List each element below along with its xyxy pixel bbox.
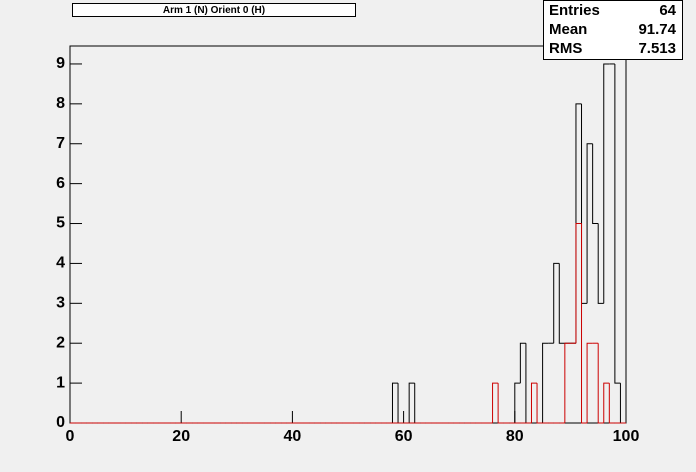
- histogram-bin: [581, 223, 588, 424]
- frame: [69, 45, 627, 424]
- histogram-bin: [597, 343, 604, 424]
- histogram-bin: [586, 143, 593, 304]
- title-box: [72, 3, 356, 17]
- x-tick-label: 80: [506, 428, 524, 445]
- histogram-bin: [536, 383, 543, 424]
- histogram-bin: [608, 383, 615, 424]
- histogram-bin: [514, 382, 521, 423]
- stats-label: Entries: [549, 2, 600, 19]
- histogram-bin: [492, 382, 499, 423]
- stats-value: 7.513: [638, 40, 676, 57]
- histogram-bin: [408, 382, 415, 423]
- x-tick-label: 60: [395, 428, 413, 445]
- histogram-bin: [614, 63, 621, 384]
- x-tick-label: 0: [66, 428, 75, 445]
- histogram-bin: [519, 342, 526, 384]
- histogram-bin: [603, 63, 610, 304]
- y-tick-label: 6: [56, 175, 65, 192]
- y-tick-label: 9: [56, 55, 65, 72]
- y-tick-label: 3: [56, 295, 65, 312]
- histogram-bin: [586, 342, 593, 423]
- histogram-bin: [575, 223, 582, 344]
- histogram-bin: [597, 223, 604, 304]
- histogram-bin: [391, 382, 399, 423]
- stats-value: 64: [659, 2, 676, 19]
- stats-box: [543, 0, 683, 60]
- histogram-bin: [603, 382, 610, 423]
- x-tick-label: 40: [284, 428, 302, 445]
- y-tick-label: 5: [56, 215, 65, 232]
- y-tick-label: 2: [56, 334, 65, 351]
- histogram-bin: [553, 262, 560, 344]
- chart-title: Arm 1 (N) Orient 0 (H): [163, 5, 265, 16]
- y-tick-label: 0: [56, 414, 65, 431]
- histogram-bin: [542, 342, 549, 423]
- stats-value: 91.74: [638, 21, 676, 38]
- x-tick-label: 20: [172, 428, 190, 445]
- y-tick-label: 1: [56, 374, 65, 391]
- histogram-bin: [592, 143, 599, 225]
- y-tick-label: 7: [56, 135, 65, 152]
- x-tick-label: 100: [613, 428, 640, 445]
- histogram-bin: [530, 382, 538, 423]
- stats-label: Mean: [549, 21, 587, 38]
- stats-label: RMS: [549, 40, 582, 57]
- histogram-bin: [558, 263, 565, 344]
- histogram-bin: [564, 342, 571, 423]
- y-tick-label: 8: [56, 95, 65, 112]
- histogram-bin: [497, 383, 504, 424]
- y-tick-label: 4: [56, 255, 65, 272]
